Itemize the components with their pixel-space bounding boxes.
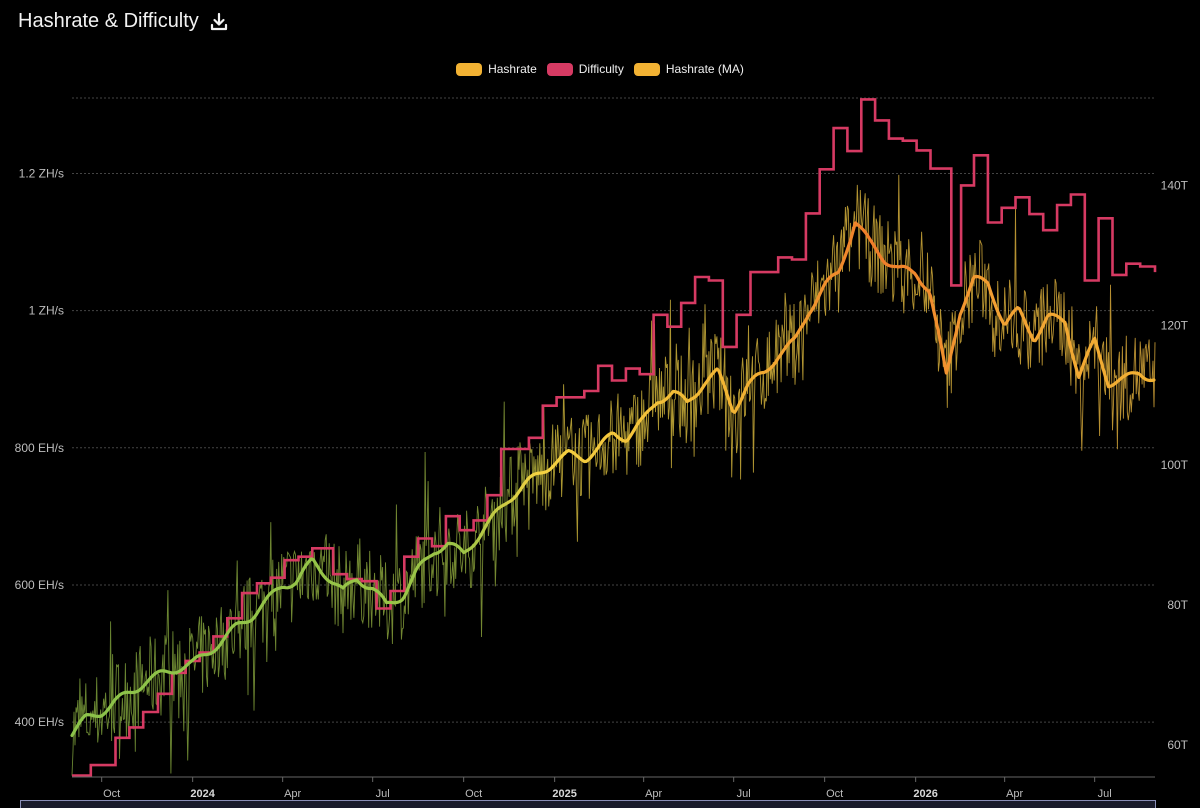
y-left-tick-label: 1 ZH/s [29, 304, 64, 318]
hashrate-ma-line [70, 221, 1156, 738]
legend-swatch-hashrate [456, 62, 483, 76]
legend-label-hashrate: Hashrate [488, 62, 537, 76]
range-scrollbar[interactable] [20, 800, 1156, 808]
x-tick-label: Jul [737, 788, 751, 800]
legend-item-difficulty[interactable]: Difficulty [546, 62, 624, 76]
y-right-tick-label: 140T [1161, 178, 1189, 192]
legend-label-hashrate-ma: Hashrate (MA) [665, 62, 744, 76]
y-left-tick-label: 400 EH/s [15, 715, 64, 729]
x-axis: Oct 2024 Apr Jul Oct 2025 Apr Jul Oct 2026 Apr Jul [72, 776, 1155, 800]
y-axis-left: 400 EH/s 600 EH/s 800 EH/s 1 ZH/s 1.2 ZH/s [15, 166, 64, 729]
y-axis-right: 60T 80T 100T 120T 140T [1161, 178, 1189, 751]
grid-lines [72, 97, 1155, 723]
y-right-tick-label: 100T [1161, 458, 1189, 472]
legend-swatch-hashrate-ma [633, 62, 660, 76]
legend-item-hashrate[interactable]: Hashrate [456, 62, 537, 76]
x-tick-label: Jul [1098, 788, 1112, 800]
x-tick-label: Apr [1006, 788, 1023, 800]
x-tick-label: Apr [645, 788, 662, 800]
x-tick-label: Oct [465, 788, 482, 800]
y-left-tick-label: 1.2 ZH/s [19, 166, 64, 180]
difficulty-series [72, 98, 1157, 777]
x-tick-label: Oct [103, 788, 120, 800]
x-tick-label: Oct [826, 788, 843, 800]
chart-title-row: Hashrate & Difficulty [18, 10, 229, 33]
legend-swatch-difficulty [546, 62, 573, 76]
x-tick-label: Jul [376, 788, 390, 800]
x-tick-label: 2026 [913, 788, 937, 800]
y-right-tick-label: 60T [1167, 738, 1188, 752]
chart-legend: Hashrate Difficulty Hashrate (MA) [0, 62, 1200, 76]
chart-title: Hashrate & Difficulty [18, 10, 199, 32]
y-right-tick-label: 120T [1161, 318, 1189, 332]
download-icon[interactable] [209, 12, 229, 32]
hashrate-series [71, 174, 1156, 776]
x-tick-label: 2024 [190, 788, 215, 800]
y-left-tick-label: 800 EH/s [15, 441, 64, 455]
y-left-tick-label: 600 EH/s [15, 578, 64, 592]
difficulty-line [72, 98, 1157, 777]
legend-item-hashrate-ma[interactable]: Hashrate (MA) [633, 62, 744, 76]
x-tick-label: Apr [284, 788, 301, 800]
y-right-tick-label: 80T [1167, 598, 1188, 612]
hashrate-ma-series [70, 221, 1156, 738]
hashrate-line [71, 174, 1156, 776]
x-tick-label: 2025 [552, 788, 576, 800]
legend-label-difficulty: Difficulty [578, 62, 624, 76]
